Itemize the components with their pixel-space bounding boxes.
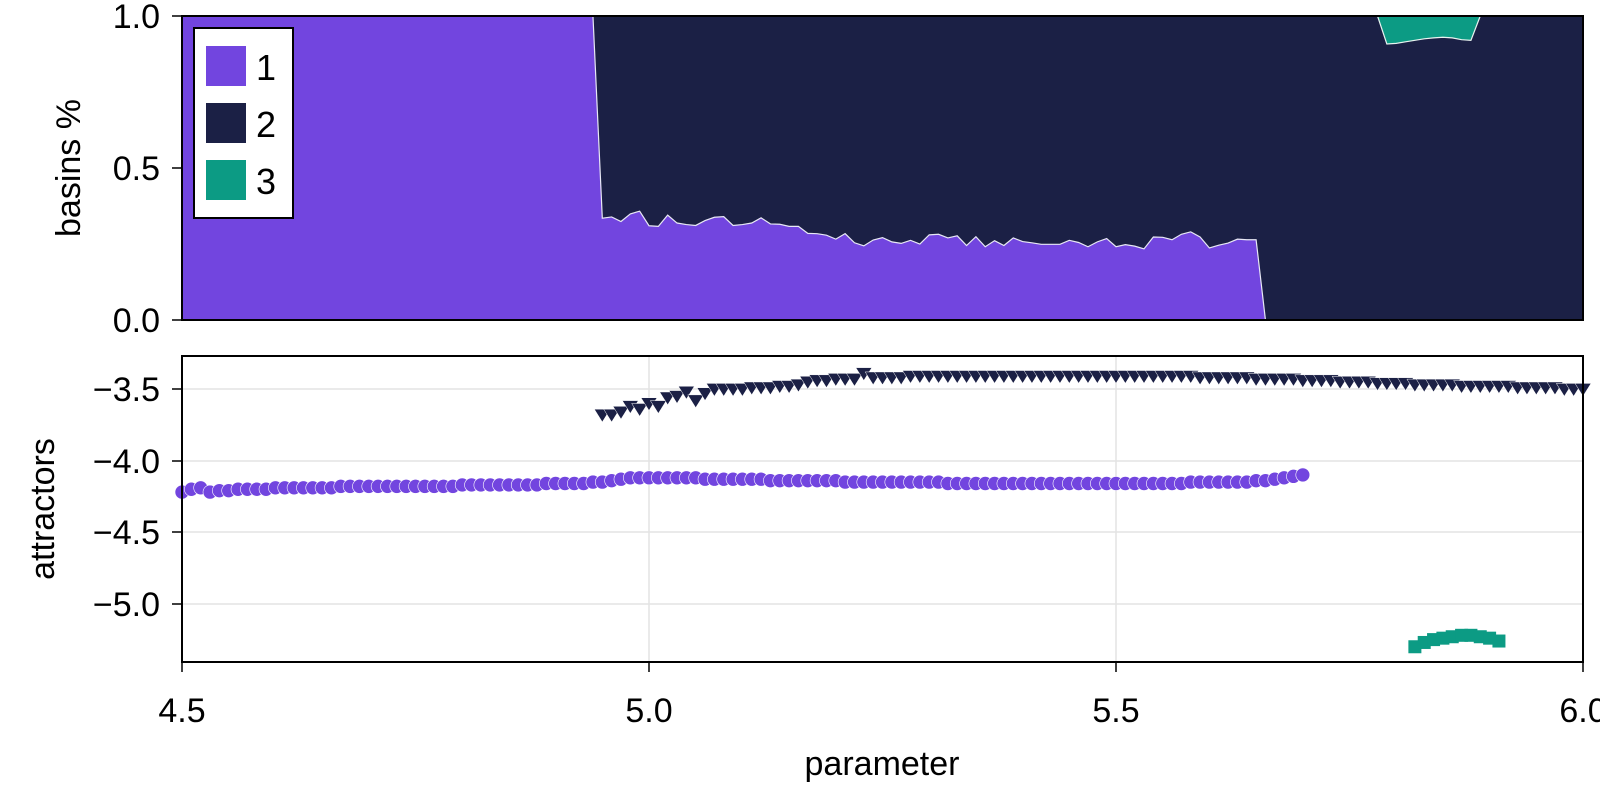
x-tick-label: 4.5	[158, 692, 205, 730]
y-tick-label: −4.0	[93, 443, 160, 481]
data-point	[789, 378, 807, 393]
data-point	[696, 387, 714, 401]
data-point	[668, 390, 686, 404]
attractors-y-axis-label: attractors	[24, 438, 62, 580]
x-tick-label: 6.0	[1559, 692, 1600, 730]
x-tick-label: 5.0	[625, 692, 672, 730]
attractor-series-1	[174, 467, 1311, 500]
basins-y-ticks: 0.0 0.5 1.0	[113, 0, 182, 340]
y-tick-label: −3.5	[93, 371, 160, 409]
data-point	[687, 394, 705, 409]
data-point	[1492, 634, 1506, 648]
data-point	[677, 386, 695, 400]
attractors-gridlines	[182, 356, 1583, 662]
basins-axes: 0.0 0.5 1.0 basins % 1 2 3	[50, 0, 1584, 340]
attractor-series-3	[1408, 628, 1506, 654]
attractors-scatter	[174, 367, 1592, 654]
x-axis-label: parameter	[805, 745, 960, 783]
y-tick-label: 0.0	[113, 302, 160, 340]
attractors-axes: −3.5 −4.0 −4.5 −5.0 attractors 4.5 5.0 5…	[24, 355, 1600, 783]
legend-label-2: 2	[256, 104, 276, 145]
y-tick-label: −5.0	[93, 586, 160, 624]
data-point	[1295, 467, 1311, 483]
data-point	[631, 403, 649, 417]
basin-3-boundary	[1376, 15, 1481, 45]
legend-label-1: 1	[256, 47, 276, 88]
data-point	[603, 408, 621, 423]
x-tick-label: 5.5	[1092, 692, 1139, 730]
data-point	[612, 406, 630, 420]
y-tick-label: 0.5	[113, 150, 160, 188]
legend-label-3: 3	[256, 161, 276, 202]
basins-stacked-area	[182, 15, 1583, 321]
legend-swatch-1	[206, 46, 246, 86]
basin-1-boundary	[592, 15, 1267, 321]
attractor-series-2	[593, 367, 1592, 423]
legend: 1 2 3	[193, 27, 294, 219]
attractors-axes-frame	[181, 355, 1584, 663]
basin-3-area	[1377, 16, 1481, 44]
basins-y-axis-label: basins %	[50, 99, 88, 237]
attractors-y-ticks: −3.5 −4.0 −4.5 −5.0	[93, 371, 182, 624]
basin-1-area	[182, 16, 1266, 320]
y-tick-label: −4.5	[93, 514, 160, 552]
legend-swatch-2	[206, 103, 246, 143]
legend-swatch-3	[206, 160, 246, 200]
data-point	[846, 373, 863, 387]
x-ticks: 4.5 5.0 5.5 6.0	[158, 662, 1600, 730]
y-tick-label: 1.0	[113, 0, 160, 36]
data-point	[649, 400, 667, 414]
